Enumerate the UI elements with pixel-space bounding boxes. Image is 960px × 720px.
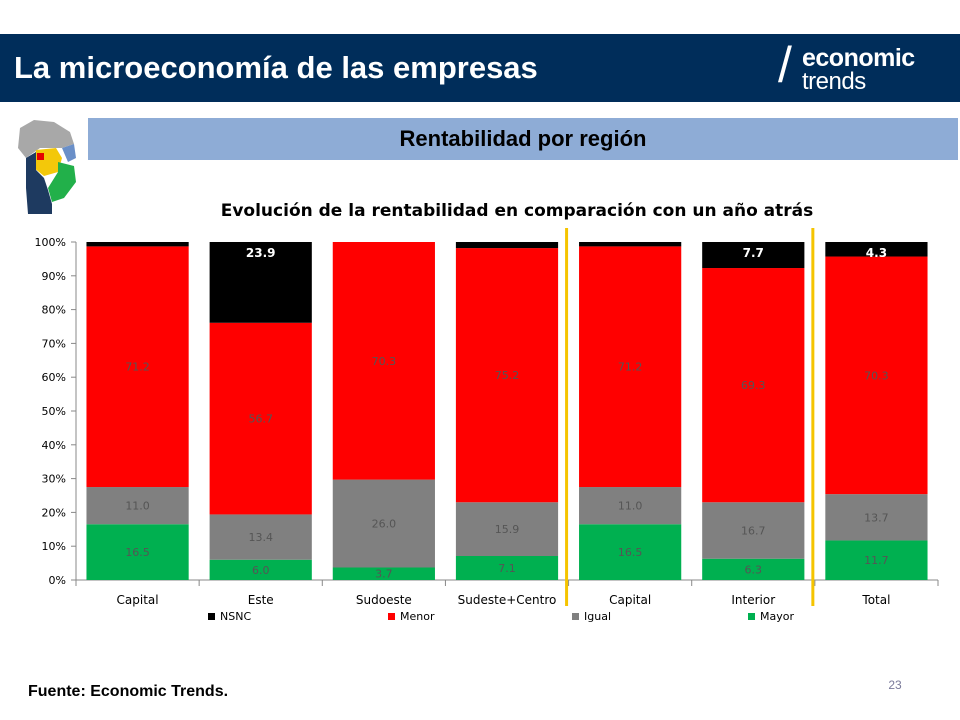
legend-label: Mayor	[760, 610, 794, 623]
data-label: 15.9	[495, 523, 520, 536]
data-label: 75.2	[495, 369, 520, 382]
logo-text-trends: trends	[802, 68, 866, 95]
x-tick-label: Este	[248, 593, 274, 607]
bar-segment-mayor	[86, 524, 189, 580]
logo-slash: /	[778, 37, 792, 93]
data-label: 7.1	[498, 562, 516, 575]
bar-segment-mayor	[825, 540, 928, 580]
bar-segment-igual	[209, 514, 312, 560]
uruguay-regions-map-icon	[12, 118, 80, 218]
subtitle-bar: Rentabilidad por región	[88, 118, 958, 160]
data-label: 71.2	[618, 361, 643, 374]
economic-trends-logo: / economic trends	[774, 37, 954, 98]
data-label: 3.7	[375, 568, 393, 581]
bar-segment-menor	[825, 256, 928, 495]
y-tick-label: 10%	[42, 540, 66, 553]
bar-segment-mayor	[579, 524, 682, 580]
header-bar: La microeconomía de las empresas / econo…	[0, 34, 960, 102]
data-label: 6.3	[745, 563, 763, 576]
bar-segment-mayor	[332, 567, 435, 580]
y-tick-label: 40%	[42, 439, 66, 452]
bar-segment-menor	[579, 246, 682, 488]
data-label: 23.9	[246, 246, 276, 260]
data-label: 71.2	[125, 361, 150, 374]
bar-segment-igual	[332, 479, 435, 568]
legend-swatch	[388, 613, 395, 620]
bar-segment-nsnc	[702, 242, 805, 269]
y-tick-label: 60%	[42, 371, 66, 384]
y-tick-label: 0%	[49, 574, 66, 587]
data-label: 26.0	[372, 518, 397, 531]
y-tick-label: 80%	[42, 304, 66, 317]
bar-segment-mayor	[702, 558, 805, 580]
page-number: 23	[888, 678, 902, 692]
data-label: 16.5	[618, 546, 643, 559]
y-tick-label: 70%	[42, 337, 66, 350]
data-label: 6.0	[252, 564, 270, 577]
profitability-chart: Evolución de la rentabilidad en comparac…	[0, 190, 960, 640]
data-label: 4.3	[866, 246, 887, 260]
x-tick-label: Total	[861, 593, 890, 607]
y-tick-label: 30%	[42, 473, 66, 486]
legend-swatch	[572, 613, 579, 620]
y-tick-label: 100%	[35, 236, 66, 249]
section-subtitle: Rentabilidad por región	[399, 126, 647, 151]
bar-segment-mayor	[209, 559, 312, 580]
bar-segment-igual	[579, 487, 682, 525]
chart-svg: Evolución de la rentabilidad en comparac…	[35, 201, 939, 623]
legend-label: NSNC	[220, 610, 251, 623]
bar-segment-nsnc	[86, 242, 189, 247]
x-tick-label: Sudoeste	[356, 593, 412, 607]
x-tick-label: Sudeste+Centro	[458, 593, 557, 607]
bar-segment-igual	[825, 494, 928, 541]
data-label: 70.3	[372, 355, 397, 368]
y-tick-label: 20%	[42, 506, 66, 519]
data-label: 70.3	[864, 369, 889, 382]
legend-swatch	[208, 613, 215, 620]
bar-segment-menor	[209, 322, 312, 515]
legend-label: Menor	[400, 610, 435, 623]
x-tick-label: Capital	[609, 593, 651, 607]
y-tick-label: 50%	[42, 405, 66, 418]
source-note: Fuente: Economic Trends.	[28, 683, 229, 700]
data-label: 11.0	[618, 500, 643, 513]
y-tick-label: 90%	[42, 270, 66, 283]
data-label: 16.5	[125, 546, 150, 559]
legend-swatch	[748, 613, 755, 620]
x-tick-label: Capital	[117, 593, 159, 607]
bar-segment-menor	[86, 246, 189, 488]
data-label: 16.7	[741, 524, 766, 537]
data-label: 69.3	[741, 379, 766, 392]
bar-segment-igual	[702, 502, 805, 559]
logo-text-economic: economic	[802, 44, 915, 72]
bar-segment-menor	[702, 268, 805, 503]
chart-title: Evolución de la rentabilidad en comparac…	[221, 201, 814, 221]
bar-segment-menor	[332, 242, 435, 480]
x-tick-label: Interior	[731, 593, 775, 607]
data-label: 13.7	[864, 511, 889, 524]
data-label: 11.0	[125, 500, 150, 513]
bar-segment-nsnc	[825, 242, 928, 257]
bar-segment-igual	[455, 502, 559, 557]
bar-segment-nsnc	[209, 242, 312, 323]
bar-segment-nsnc	[579, 242, 682, 247]
data-label: 13.4	[248, 531, 273, 544]
bar-segment-igual	[86, 487, 189, 525]
data-label: 7.7	[743, 246, 764, 260]
bar-segment-mayor	[455, 556, 559, 580]
page-title: La microeconomía de las empresas	[14, 50, 538, 85]
data-label: 11.7	[864, 554, 889, 567]
bar-segment-nsnc	[455, 242, 559, 249]
bar-segment-menor	[455, 248, 559, 503]
data-label: 56.7	[248, 413, 273, 426]
legend-label: Igual	[584, 610, 611, 623]
